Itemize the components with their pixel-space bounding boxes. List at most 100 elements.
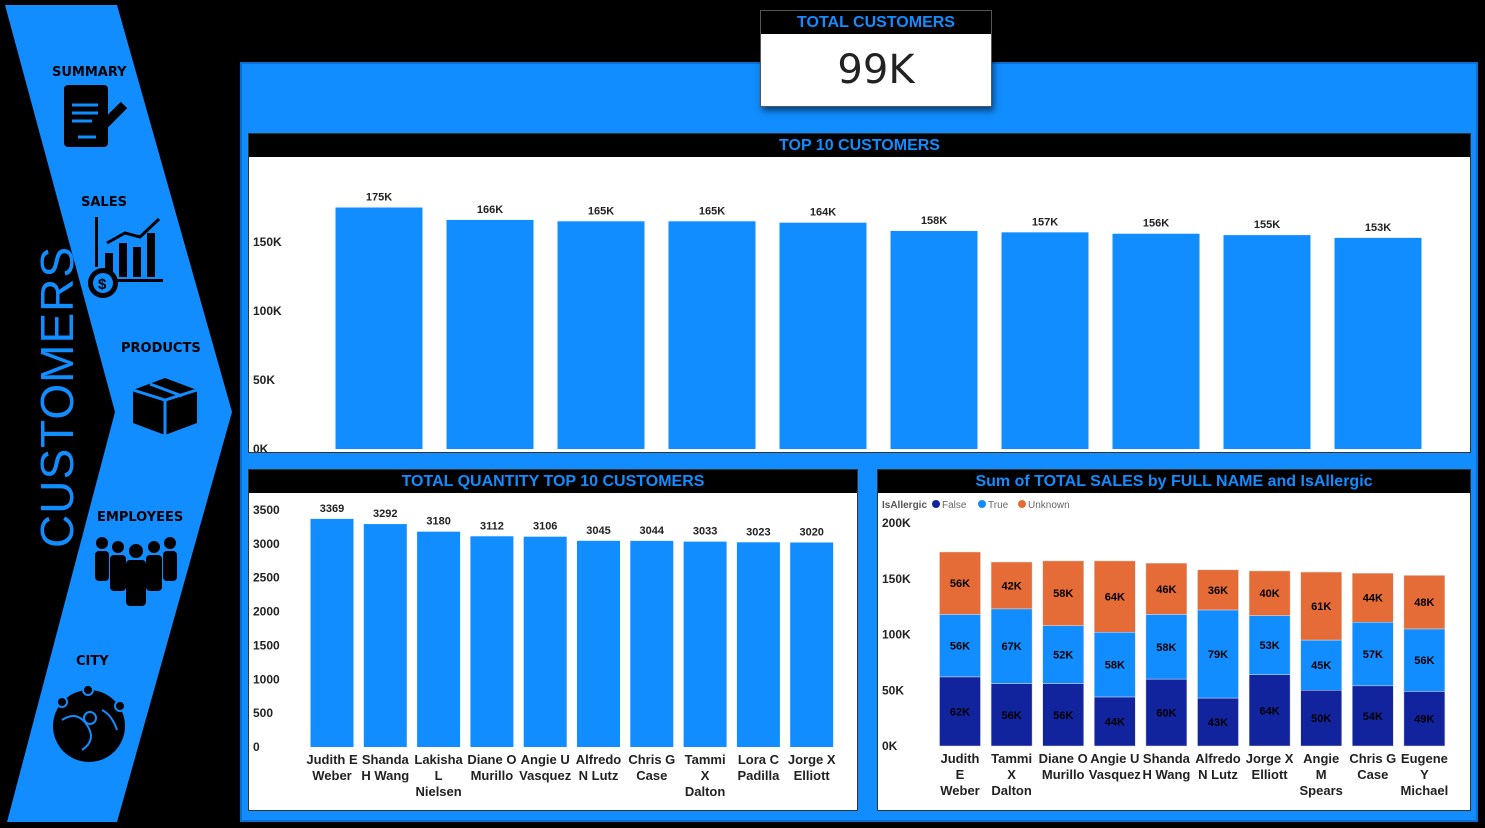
data-label: 58K [1053,588,1073,600]
box-icon[interactable] [130,368,200,438]
svg-text:$: $ [98,276,107,293]
bar-segment-true[interactable] [1145,614,1188,680]
bar[interactable] [310,518,354,747]
nav-employees-label[interactable]: EMPLOYEES [97,510,184,525]
nav-city-label[interactable]: CITY [76,654,109,669]
bar[interactable] [779,222,867,449]
bar[interactable] [668,221,756,449]
globe-pins-icon[interactable] [52,680,128,762]
bar-segment-false[interactable] [1145,678,1188,747]
data-label: 67K [1002,641,1022,653]
legend-item-false[interactable]: False [942,500,967,511]
data-label: 58K [1156,642,1176,654]
y-tick-label: 200K [882,516,911,530]
bar-segment-unknown[interactable] [1300,571,1342,641]
document-pen-icon[interactable] [62,83,130,151]
bar-segment-false[interactable] [1248,674,1291,747]
x-category-label: Judith E Weber [940,751,980,798]
nav-products-label[interactable]: PRODUCTS [121,341,201,356]
top-customers-chart: TOP 10 CUSTOMERS 0K50K100K150K175KJudith… [248,133,1471,470]
kpi-value: 99K [837,47,915,93]
data-label: 48K [1414,597,1434,609]
bar[interactable] [790,542,834,747]
bar-segment-unknown[interactable] [1403,575,1446,630]
chart-title: TOTAL QUANTITY TOP 10 CUSTOMERS [249,470,857,493]
bar-segment-false[interactable] [1197,697,1239,747]
data-label: 165K [699,205,725,217]
people-icon[interactable] [92,535,180,610]
bar-segment-false[interactable] [1042,683,1084,747]
data-label: 157K [1032,216,1058,228]
bar-segment-true[interactable] [1248,615,1291,675]
bar[interactable] [577,540,620,747]
bar-segment-true[interactable] [1300,639,1342,691]
bar-segment-false[interactable] [1403,691,1446,747]
bar[interactable] [557,221,645,449]
bar[interactable] [1001,232,1089,449]
bar-segment-unknown[interactable] [990,561,1033,610]
data-label: 40K [1260,588,1280,600]
data-label: 3292 [373,508,397,520]
bar-segment-unknown[interactable] [1042,560,1084,626]
bar-segment-true[interactable] [1352,621,1394,687]
bar[interactable] [335,207,423,450]
data-label: 54K [1363,711,1383,723]
bar[interactable] [736,542,780,747]
legend-marker [1018,500,1026,508]
bar-segment-unknown[interactable] [1352,572,1394,623]
bar-segment-true[interactable] [1042,625,1084,684]
y-tick-label: 0K [882,739,898,753]
bar[interactable] [363,524,407,747]
x-category-label: Tammi X Dalton [685,752,726,799]
bar[interactable] [446,219,534,449]
bar-segment-unknown[interactable] [1094,560,1136,633]
bar[interactable] [890,230,978,449]
sales-chart-icon[interactable]: $ [85,213,165,301]
data-label: 158K [921,215,947,227]
bar-segment-true[interactable] [1094,632,1136,698]
data-label: 61K [1311,601,1331,613]
bar-segment-unknown[interactable] [1248,570,1291,616]
data-label: 60K [1156,708,1176,720]
bar-segment-false[interactable] [990,683,1033,747]
bar[interactable] [1334,237,1422,449]
data-label: 45K [1311,660,1331,672]
bar-segment-unknown[interactable] [1145,562,1188,615]
x-category-label: Alfredo N Lutz [1195,751,1241,782]
bar-segment-true[interactable] [1197,609,1239,699]
kpi-title: TOTAL CUSTOMERS [761,11,991,34]
data-label: 42K [1002,580,1022,592]
bar[interactable] [1223,235,1311,449]
nav-summary-label[interactable]: SUMMARY [52,65,127,80]
bar-segment-false[interactable] [1352,685,1394,747]
data-label: 36K [1208,585,1228,597]
nav-sales-label[interactable]: SALES [81,195,127,210]
bar[interactable] [683,541,727,747]
y-tick-label: 500 [253,706,273,720]
data-label: 62K [950,706,970,718]
bar[interactable] [523,536,567,747]
bar[interactable] [1112,233,1200,449]
legend-item-unknown[interactable]: Unknown [1028,500,1070,511]
bar-segment-unknown[interactable] [939,551,981,615]
bar[interactable] [630,540,674,747]
legend-marker [978,500,986,508]
x-category-label: Chris G Case [628,752,675,783]
data-label: 44K [1363,593,1383,605]
bar-segment-false[interactable] [1094,696,1136,747]
bar-segment-unknown[interactable] [1197,569,1239,611]
x-category-label: Angie U Vasquez [1089,751,1142,782]
bar[interactable] [470,536,514,747]
data-label: 49K [1414,714,1434,726]
bar-segment-false[interactable] [1300,690,1342,747]
data-label: 3044 [640,525,665,537]
legend-item-true[interactable]: True [988,500,1009,511]
x-category-label: Shanda H Wang [1142,751,1190,782]
bar-segment-true[interactable] [990,608,1033,684]
x-category-label: Jorge X Elliott [1246,751,1294,782]
bar[interactable] [417,531,461,747]
top-customers-svg: 0K50K100K150K175KJudith E Weber166KTammi… [253,192,1433,470]
bar-segment-true[interactable] [939,614,981,678]
bar-segment-false[interactable] [939,676,981,747]
data-label: 3112 [480,520,504,532]
